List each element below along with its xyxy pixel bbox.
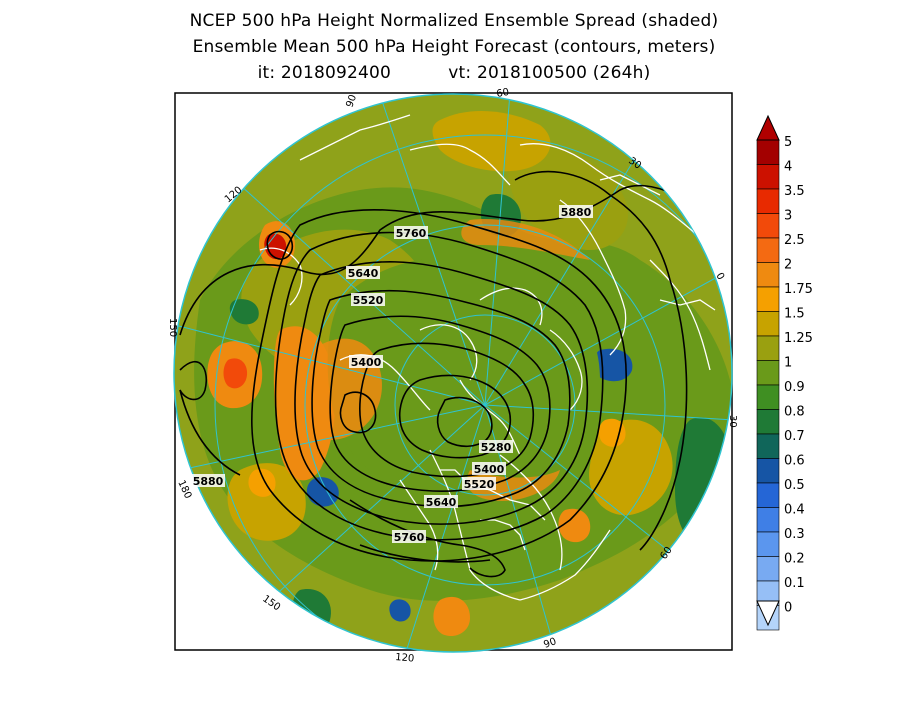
colorbar-swatch: [756, 409, 780, 435]
svg-text:5880: 5880: [193, 475, 224, 488]
colorbar-bottom-arrow: [756, 600, 780, 627]
meridian-label: 90: [542, 636, 558, 651]
contour-label: 5280: [479, 440, 513, 454]
svg-text:5640: 5640: [348, 267, 379, 280]
colorbar-swatch: [756, 384, 780, 410]
colorbar-swatch: [756, 335, 780, 361]
svg-text:5520: 5520: [353, 294, 384, 307]
contour-label: 5880: [191, 474, 225, 488]
contour-label: 5640: [346, 266, 380, 280]
colorbar-top-arrow: [756, 114, 780, 141]
meridian-label: 120: [395, 652, 415, 665]
colorbar-level-label: 0.7: [784, 429, 805, 444]
map-boundary: [173, 93, 733, 653]
meridian-label: 90: [344, 93, 359, 109]
colorbar-swatch: [756, 286, 780, 312]
svg-text:5760: 5760: [396, 227, 427, 240]
colorbar-swatch: [756, 188, 780, 214]
colorbar-level-label: 1: [784, 356, 792, 371]
colorbar-level-label: 0.6: [784, 454, 805, 469]
svg-text:5400: 5400: [351, 356, 382, 369]
colorbar-swatch: [756, 213, 780, 239]
colorbar-level-label: 0.8: [784, 405, 805, 420]
title-line-3: it: 2018092400 vt: 2018100500 (264h): [0, 61, 908, 85]
contour-labels: 5760 5640 5520 5400 5880 5280 5400 5520 …: [191, 205, 593, 544]
contour-label: 5760: [394, 226, 428, 240]
contour-label: 5520: [462, 477, 496, 491]
spread-shading: [174, 94, 732, 652]
title-line-2: Ensemble Mean 500 hPa Height Forecast (c…: [192, 37, 716, 57]
svg-text:5400: 5400: [474, 463, 505, 476]
contour-label: 5520: [351, 293, 385, 307]
colorbar-swatch: [756, 164, 780, 190]
colorbar-level-label: 0.2: [784, 552, 805, 567]
title-line-1: NCEP 500 hPa Height Normalized Ensemble …: [189, 11, 719, 31]
colorbar-swatch: [756, 531, 780, 557]
colorbar-swatch: [756, 139, 780, 165]
colorbar-level-label: 4: [784, 160, 792, 175]
contour-label: 5760: [392, 530, 426, 544]
colorbar-level-label: 5: [784, 135, 792, 150]
colorbar-level-label: 3: [784, 209, 792, 224]
svg-text:5640: 5640: [426, 496, 457, 509]
colorbar-level-label: 2: [784, 258, 792, 273]
init-time-label: it: 2018092400: [257, 63, 392, 83]
colorbar-swatch: [756, 262, 780, 288]
contour-label: 5400: [472, 462, 506, 476]
colorbar-swatch: [756, 311, 780, 337]
height-contours: [179, 170, 721, 578]
meridian-label: 60: [496, 87, 510, 100]
svg-text:5520: 5520: [464, 478, 495, 491]
colorbar-level-label: 2.5: [784, 233, 805, 248]
meridian-label: 30: [727, 415, 738, 428]
meridian-label: 0: [713, 271, 726, 282]
colorbar-level-label: 0: [784, 601, 792, 616]
svg-text:5880: 5880: [561, 206, 592, 219]
colorbar-swatch: [756, 556, 780, 582]
colorbar-level-label: 0.4: [784, 503, 805, 518]
contour-label: 5640: [424, 495, 458, 509]
colorbar-swatch: [756, 482, 780, 508]
colorbar-level-label: 0.3: [784, 527, 805, 542]
valid-time-label: vt: 2018100500 (264h): [448, 63, 651, 83]
svg-text:5280: 5280: [481, 441, 512, 454]
svg-text:5760: 5760: [394, 531, 425, 544]
colorbar-level-label: 1.25: [784, 331, 813, 346]
colorbar-swatch: [756, 237, 780, 263]
colorbar-swatch: [756, 507, 780, 533]
colorbar-swatch: [756, 433, 780, 459]
colorbar-swatch: [756, 360, 780, 386]
colorbar-level-label: 0.5: [784, 478, 805, 493]
meridian-label: 150: [167, 318, 178, 337]
colorbar-level-label: 1.5: [784, 307, 805, 322]
colorbar-swatch: [756, 458, 780, 484]
colorbar-level-label: 0.9: [784, 380, 805, 395]
colorbar-level-label: 1.75: [784, 282, 813, 297]
contour-label: 5400: [349, 355, 383, 369]
colorbar-level-label: 3.5: [784, 184, 805, 199]
colorbar-level-label: 0.1: [784, 576, 805, 591]
contour-label: 5880: [559, 205, 593, 219]
